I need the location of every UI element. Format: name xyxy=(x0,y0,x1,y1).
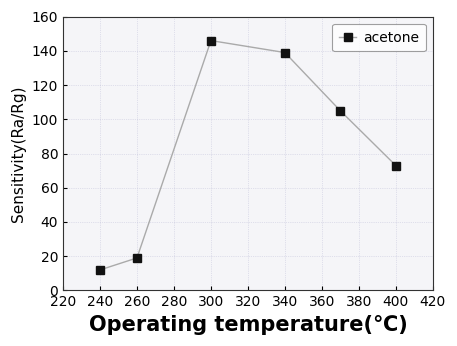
acetone xyxy=(338,109,343,113)
acetone xyxy=(208,38,214,43)
acetone xyxy=(134,256,140,260)
X-axis label: Operating temperature(℃): Operating temperature(℃) xyxy=(89,315,407,335)
acetone xyxy=(282,51,287,55)
Legend: acetone: acetone xyxy=(332,24,426,52)
acetone xyxy=(97,268,103,272)
Line: acetone: acetone xyxy=(96,36,400,274)
Y-axis label: Sensitivity(Ra/Rg): Sensitivity(Ra/Rg) xyxy=(11,85,26,222)
acetone xyxy=(393,163,399,167)
